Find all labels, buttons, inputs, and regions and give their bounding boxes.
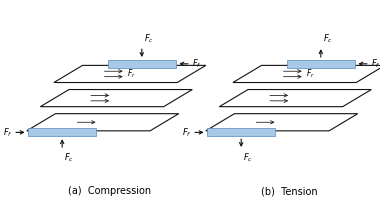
- Text: $F_f$: $F_f$: [182, 126, 192, 139]
- Text: $F_f$: $F_f$: [192, 58, 201, 70]
- Text: $F_f$: $F_f$: [3, 126, 13, 139]
- Text: $F_c$: $F_c$: [64, 152, 74, 164]
- FancyBboxPatch shape: [28, 129, 96, 136]
- Text: (b)  Tension: (b) Tension: [261, 186, 317, 196]
- Polygon shape: [27, 114, 179, 131]
- FancyBboxPatch shape: [108, 60, 176, 68]
- Polygon shape: [40, 90, 192, 107]
- Polygon shape: [233, 65, 383, 83]
- Text: $F_r$: $F_r$: [306, 68, 315, 80]
- Text: $F_r$: $F_r$: [127, 68, 136, 80]
- Polygon shape: [206, 114, 358, 131]
- Text: $F_f$: $F_f$: [370, 58, 380, 70]
- Text: $F_c$: $F_c$: [243, 152, 253, 164]
- FancyBboxPatch shape: [287, 60, 355, 68]
- Text: $F_c$: $F_c$: [144, 33, 154, 45]
- Polygon shape: [54, 65, 206, 83]
- Text: (a)  Compression: (a) Compression: [69, 186, 152, 196]
- Text: $F_c$: $F_c$: [323, 33, 333, 45]
- FancyBboxPatch shape: [207, 129, 275, 136]
- Polygon shape: [219, 90, 371, 107]
